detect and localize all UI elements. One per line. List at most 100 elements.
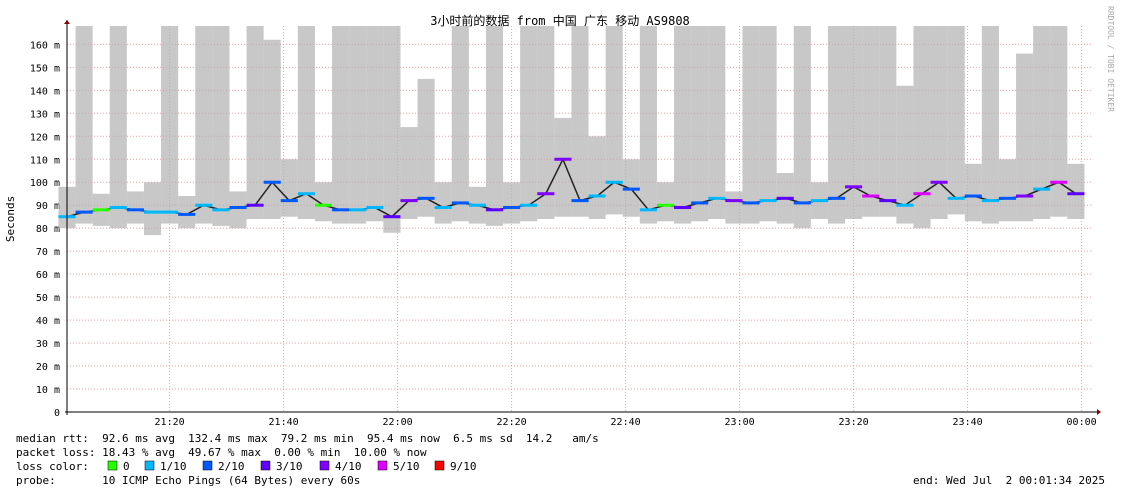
- smoke: [1033, 26, 1051, 219]
- probe-line: probe: 10 ICMP Echo Pings (64 Bytes) eve…: [16, 474, 360, 487]
- smoke: [742, 26, 760, 224]
- median-mark: [1050, 180, 1068, 184]
- smoke: [537, 26, 555, 219]
- median-mark: [656, 203, 675, 207]
- legend-label: 4/10: [335, 460, 362, 473]
- legend-label: 1/10: [160, 460, 187, 473]
- smoke: [178, 196, 196, 229]
- smoke: [75, 26, 93, 224]
- y-tick-label: 160 m: [30, 40, 60, 51]
- median-mark: [776, 196, 794, 200]
- x-tick-label: 23:00: [725, 417, 755, 428]
- median-mark: [913, 192, 931, 196]
- smoke: [263, 39, 281, 220]
- smoke: [554, 117, 572, 217]
- smoke: [229, 191, 247, 229]
- smoke: [1050, 26, 1068, 217]
- y-tick-label: 100 m: [30, 178, 60, 189]
- smoke: [297, 26, 315, 219]
- x-tick-label: 22:40: [611, 417, 641, 428]
- smoke: [827, 26, 846, 224]
- median-mark: [246, 203, 264, 207]
- smoke: [691, 26, 709, 222]
- stats-line: median rtt: 92.6 ms avg 132.4 ms max 79.…: [16, 432, 599, 445]
- side-text: RRDTOOL / TOBI OETIKER: [1106, 6, 1115, 112]
- smoke: [639, 26, 657, 224]
- smoke: [930, 26, 948, 219]
- median-mark: [332, 208, 350, 212]
- median-mark: [742, 201, 760, 205]
- median-mark: [280, 199, 298, 203]
- legend-swatch: [260, 460, 271, 471]
- y-tick-label: 70 m: [36, 247, 60, 258]
- smoke: [571, 26, 589, 217]
- x-tick-label: 21:20: [155, 417, 185, 428]
- smoke: [588, 136, 606, 219]
- median-mark: [845, 185, 863, 189]
- y-tick-label: 80 m: [36, 224, 60, 235]
- smoke: [1067, 163, 1085, 219]
- smoke: [998, 159, 1017, 222]
- median-mark: [178, 212, 196, 216]
- median-mark: [520, 203, 538, 207]
- y-tick-label: 110 m: [30, 155, 60, 166]
- smoke: [913, 26, 931, 229]
- smoke: [314, 182, 333, 222]
- smoke: [212, 26, 230, 226]
- smoke: [246, 26, 264, 219]
- median-mark: [109, 206, 127, 210]
- median-mark: [143, 210, 162, 214]
- y-tick-label: 130 m: [30, 109, 60, 120]
- median-mark: [725, 199, 743, 203]
- median-mark: [195, 203, 213, 207]
- median-mark: [827, 196, 846, 200]
- median-mark: [981, 199, 999, 203]
- median-mark: [229, 206, 247, 210]
- legend-label: 2/10: [218, 460, 245, 473]
- median-mark: [622, 187, 640, 191]
- median-mark: [417, 196, 435, 200]
- y-tick-label: 10 m: [36, 385, 60, 396]
- legend-swatch: [319, 460, 330, 471]
- median-mark: [503, 206, 521, 210]
- y-tick-label: 30 m: [36, 339, 60, 350]
- x-tick-label: 23:40: [953, 417, 983, 428]
- median-mark: [537, 192, 555, 196]
- smoke: [434, 182, 452, 224]
- y-tick-label: 0: [54, 408, 60, 419]
- y-tick-label: 50 m: [36, 293, 60, 304]
- smoke: [947, 26, 965, 215]
- smoke: [349, 26, 367, 224]
- median-mark: [793, 201, 811, 205]
- smoke: [1016, 53, 1034, 222]
- median-mark: [896, 203, 914, 207]
- median-mark: [998, 196, 1017, 200]
- median-mark: [605, 180, 623, 184]
- smoke: [605, 26, 623, 215]
- median-mark: [810, 199, 828, 203]
- legend-swatch: [377, 460, 388, 471]
- smoke: [793, 26, 811, 229]
- smoke: [964, 163, 982, 222]
- y-tick-label: 120 m: [30, 132, 60, 143]
- median-mark: [674, 206, 692, 210]
- median-mark: [468, 203, 486, 207]
- smoke: [879, 26, 897, 217]
- smoke: [195, 26, 213, 224]
- smoke: [143, 182, 162, 236]
- median-mark: [297, 192, 315, 196]
- legend-label: 9/10: [450, 460, 477, 473]
- smoke: [981, 26, 999, 224]
- median-mark: [759, 199, 777, 203]
- smoke: [896, 85, 914, 224]
- median-mark: [1067, 192, 1085, 196]
- smoke: [400, 127, 418, 219]
- median-mark: [571, 199, 589, 203]
- legend-swatch: [434, 460, 445, 471]
- smoke: [332, 26, 350, 224]
- smoke: [725, 191, 743, 224]
- smoke: [366, 26, 384, 222]
- median-mark: [708, 196, 726, 200]
- smoke: [485, 26, 504, 226]
